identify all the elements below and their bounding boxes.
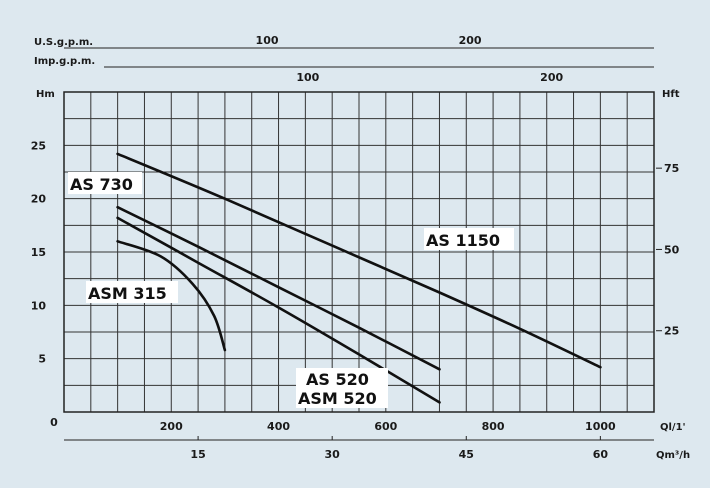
y-tick-label-ft: 25 — [664, 325, 679, 338]
x-tick-label-m3h: 45 — [459, 448, 474, 461]
usgpm-unit-label: U.S.g.p.m. — [34, 37, 93, 48]
curve-as-730 — [116, 205, 441, 371]
x-tick-label-lpm: 1000 — [585, 420, 616, 433]
pump-curves — [116, 152, 602, 404]
asm315-label: ASM 315 — [88, 284, 167, 303]
curve-asm-315 — [116, 240, 227, 352]
x-tick-label-lpm: 600 — [374, 420, 397, 433]
as1150-label: AS 1150 — [426, 231, 500, 250]
right-head-unit-label: Hft — [662, 89, 680, 100]
x-tick-label-usgpm: 200 — [459, 34, 482, 47]
x-tick-label-impgpm: 100 — [296, 71, 319, 84]
y-tick-label-ft: 50 — [664, 243, 680, 256]
as520-label: AS 520 — [306, 370, 369, 389]
y-tick-label-m: 10 — [31, 299, 47, 312]
x-tick-label-lpm: 400 — [267, 420, 290, 433]
x-tick-label-m3h: 30 — [325, 448, 341, 461]
as520-label-bg — [296, 368, 388, 408]
flow-m3h-unit-label: Qm³/h — [656, 450, 690, 461]
y-tick-label-m: 25 — [31, 139, 46, 152]
y-tick-label-m: 15 — [31, 246, 46, 259]
chart-background — [8, 8, 702, 480]
as730-label: AS 730 — [70, 175, 133, 194]
plot-frame — [63, 91, 655, 413]
x-tick-label-lpm: 0 — [50, 416, 58, 429]
as730-label-bg — [68, 172, 142, 194]
x-tick-label-impgpm: 200 — [540, 71, 563, 84]
y-tick-label-m: 5 — [38, 353, 46, 366]
x-tick-label-usgpm: 100 — [256, 34, 279, 47]
as1150-label-bg — [424, 228, 514, 250]
asm315-label-bg — [86, 281, 178, 303]
asm520-label: ASM 520 — [298, 389, 377, 408]
left-head-unit-label: Hm — [36, 89, 55, 100]
x-tick-label-m3h: 15 — [190, 448, 205, 461]
impgpm-unit-label: Imp.g.p.m. — [34, 56, 95, 67]
y-tick-label-ft: 75 — [664, 162, 679, 175]
x-tick-label-m3h: 60 — [593, 448, 609, 461]
y-tick-label-m: 20 — [31, 193, 47, 206]
curve-as-1150 — [116, 152, 602, 369]
x-tick-label-lpm: 800 — [482, 420, 505, 433]
tick-labels: 0 200 400 600 800 1000 15 30 45 60 100 200 100 200 5 10… — [31, 34, 680, 461]
grid — [64, 92, 654, 412]
flow-lpm-unit-label: Ql/1' — [660, 422, 686, 433]
x-tick-label-lpm: 200 — [160, 420, 183, 433]
